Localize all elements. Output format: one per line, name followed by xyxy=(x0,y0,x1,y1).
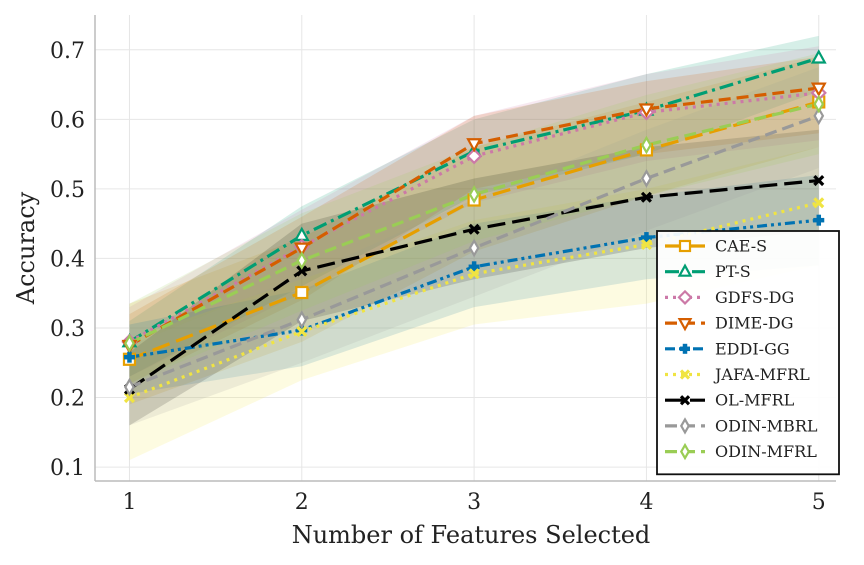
legend-entry: CAE-S xyxy=(665,237,767,256)
legend-label: CAE-S xyxy=(715,237,767,256)
legend-entry: ODIN-MFRL xyxy=(665,442,817,461)
confidence-band xyxy=(129,129,819,426)
data-point xyxy=(677,263,693,277)
series-markers xyxy=(121,49,827,404)
marker-stroke xyxy=(468,223,480,235)
data-point xyxy=(465,148,483,165)
marker-stroke xyxy=(679,395,691,406)
data-point xyxy=(641,169,652,188)
data-point xyxy=(468,185,480,204)
legend-label: JAFA-MFRL xyxy=(713,365,810,384)
data-point xyxy=(466,138,483,153)
data-point xyxy=(295,285,309,300)
x-axis-label: Number of Features Selected xyxy=(292,521,651,549)
y-axis-label: Accuracy xyxy=(12,191,40,305)
y-tick-label: 0.1 xyxy=(50,456,85,481)
legend: CAE-S PT-S GDFS-DG DIME-DG EDDI-GG JAFA-MFRL O… xyxy=(656,230,840,476)
data-point xyxy=(678,239,692,253)
data-point xyxy=(677,318,693,332)
x-tick-label: 3 xyxy=(467,490,481,515)
confidence-band xyxy=(129,174,819,395)
x-tick-label: 5 xyxy=(812,490,826,515)
y-tick-label: 0.5 xyxy=(50,178,85,203)
data-point xyxy=(124,333,135,353)
data-point xyxy=(468,261,480,273)
legend-label: DIME-DG xyxy=(715,314,794,333)
legend-entry: ODIN-MBRL xyxy=(665,416,818,435)
data-point xyxy=(293,242,310,257)
legend-label: PT-S xyxy=(715,262,751,281)
confidence-band xyxy=(129,46,819,377)
data-point xyxy=(640,232,652,244)
marker-stroke xyxy=(296,325,308,337)
data-point xyxy=(810,49,827,64)
legend-label: ODIN-MBRL xyxy=(715,416,818,435)
data-point xyxy=(679,442,691,461)
data-point xyxy=(810,82,827,97)
legend-label: GDFS-DG xyxy=(715,288,794,307)
marker-stroke xyxy=(123,392,135,404)
data-point xyxy=(640,238,652,251)
legend-entry: EDDI-GG xyxy=(665,339,790,358)
x-tick-label: 1 xyxy=(122,490,136,515)
series-line xyxy=(128,56,820,344)
data-point xyxy=(640,191,652,203)
y-tick-label: 0.4 xyxy=(50,247,85,272)
axes xyxy=(94,15,836,482)
data-point xyxy=(677,289,693,305)
tick-labels: 1 2 3 4 5 0.1 0.2 0.3 0.4 0.5 0.6 0.7 xyxy=(50,39,826,515)
y-tick-label: 0.6 xyxy=(50,108,85,133)
legend-entry: DIME-DG xyxy=(665,314,794,333)
data-point xyxy=(124,377,135,397)
series-line xyxy=(128,102,820,345)
legend-label: OL-MFRL xyxy=(715,391,795,410)
marker-stroke xyxy=(679,369,691,380)
data-point xyxy=(813,94,825,114)
data-point xyxy=(813,106,825,126)
y-tick-label: 0.2 xyxy=(50,387,85,412)
data-point xyxy=(296,325,308,337)
data-point xyxy=(296,265,308,277)
data-point xyxy=(679,417,691,435)
y-tick-label: 0.3 xyxy=(50,317,85,342)
x-tick-label: 4 xyxy=(639,490,653,515)
data-point xyxy=(123,351,135,363)
legend-entry: OL-MFRL xyxy=(665,391,795,410)
data-point xyxy=(296,251,308,270)
data-point xyxy=(468,223,480,235)
legend-entry: PT-S xyxy=(665,262,751,281)
data-point xyxy=(123,392,135,404)
data-point xyxy=(813,197,825,209)
marker-stroke xyxy=(640,191,652,203)
data-point xyxy=(468,268,480,280)
y-tick-label: 0.7 xyxy=(50,39,85,64)
legend-label: EDDI-GG xyxy=(715,339,790,358)
legend-entry: GDFS-DG xyxy=(665,288,794,307)
marker-stroke xyxy=(813,197,825,209)
confidence-band xyxy=(129,147,819,461)
marker-stroke xyxy=(468,268,480,280)
data-point xyxy=(641,135,652,155)
marker-stroke xyxy=(640,238,652,251)
x-tick-label: 2 xyxy=(295,490,309,515)
data-point xyxy=(813,214,825,226)
legend-entry: JAFA-MFRL xyxy=(665,365,810,384)
confidence-band xyxy=(129,35,819,377)
data-point xyxy=(638,103,655,118)
data-point xyxy=(468,238,480,258)
marker-stroke xyxy=(813,175,825,187)
data-point xyxy=(296,310,308,329)
data-point xyxy=(679,369,691,380)
data-point xyxy=(679,395,691,406)
data-point xyxy=(680,343,690,354)
marker-stroke xyxy=(296,265,308,277)
data-point xyxy=(813,175,825,187)
legend-label: ODIN-MFRL xyxy=(715,442,817,461)
